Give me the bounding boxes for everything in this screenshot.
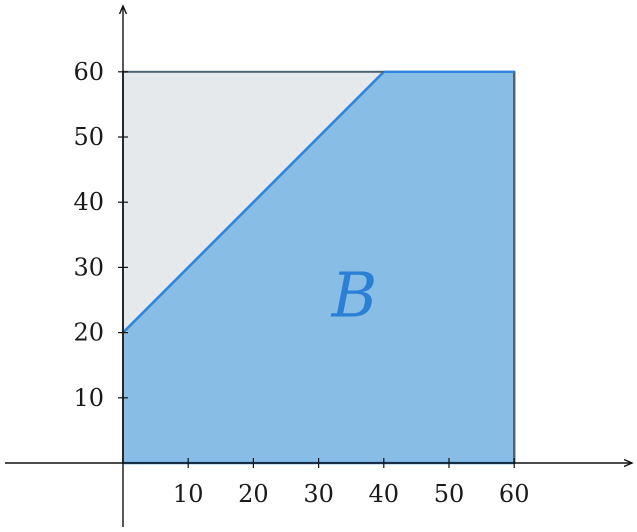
y-tick-label: 40 xyxy=(73,188,104,216)
x-tick-label: 20 xyxy=(238,480,269,508)
y-tick-label: 30 xyxy=(73,253,104,281)
boundary-line xyxy=(122,70,385,334)
x-tick-label: 60 xyxy=(499,480,530,508)
y-tick-label: 60 xyxy=(73,58,104,86)
x-tick-label: 40 xyxy=(369,480,400,508)
y-tick-label: 10 xyxy=(73,384,104,412)
x-axis-ticks: 10 20 30 40 50 60 xyxy=(173,458,530,508)
x-tick-label: 10 xyxy=(173,480,204,508)
y-tick-label: 20 xyxy=(73,319,104,347)
x-tick-label: 30 xyxy=(303,480,334,508)
region-b xyxy=(123,71,515,464)
y-tick-label: 50 xyxy=(73,123,104,151)
x-tick-label: 50 xyxy=(434,480,465,508)
y-axis-ticks: 10 20 30 40 50 60 xyxy=(73,58,128,412)
region-b-label: B xyxy=(331,258,378,331)
